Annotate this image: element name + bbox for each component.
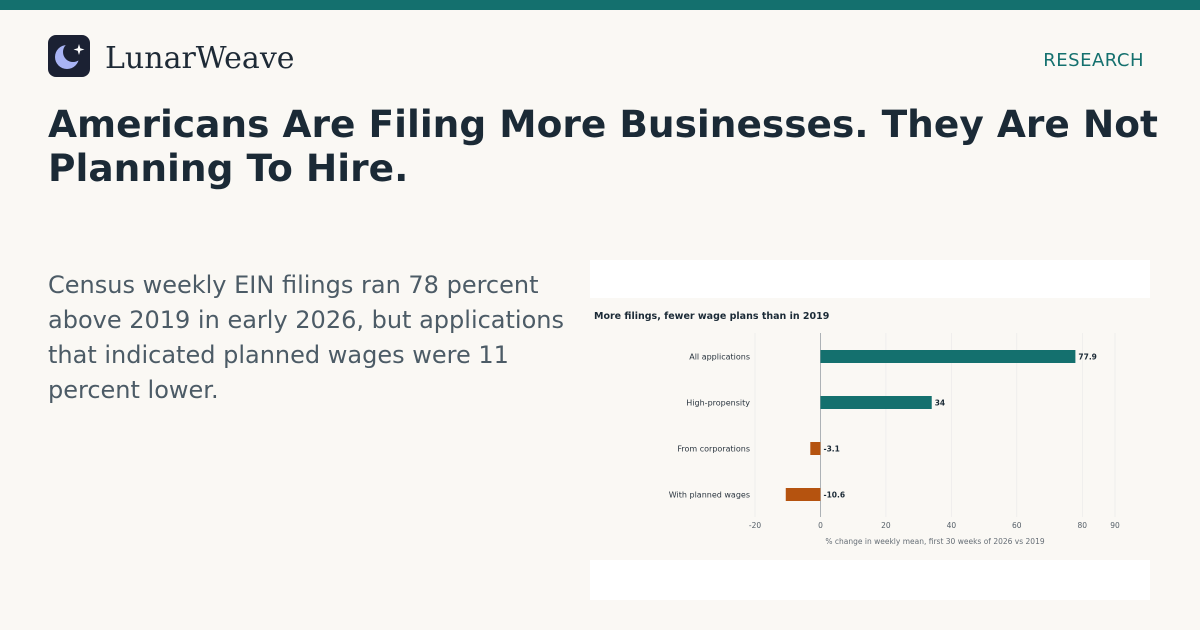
bar [785, 488, 821, 501]
data-label: 77.9 [1078, 353, 1097, 362]
moon-star-icon [55, 42, 85, 69]
category-label: From corporations [677, 445, 750, 454]
x-tick-label: 20 [881, 521, 891, 530]
x-tick-label: 90 [1110, 521, 1120, 530]
x-tick-label: 80 [1077, 521, 1087, 530]
x-axis-title: % change in weekly mean, first 30 weeks … [825, 537, 1044, 546]
x-tick-label: -20 [749, 521, 761, 530]
article-headline: Americans Are Filing More Businesses. Th… [48, 102, 1158, 190]
brand-name[interactable]: LunarWeave [105, 41, 295, 76]
brand-logo[interactable] [48, 35, 90, 77]
chart-top-band [590, 260, 1150, 298]
category-label: With planned wages [669, 491, 750, 500]
chart-bottom-band [590, 560, 1150, 600]
x-tick-label: 60 [1012, 521, 1022, 530]
data-label: 34 [935, 399, 945, 408]
bar [820, 350, 1076, 363]
bar-chart: More filings, fewer wage plans than in 2… [590, 260, 1150, 600]
x-tick-label: 40 [947, 521, 957, 530]
bar [810, 442, 821, 455]
category-label: High-propensity [686, 399, 750, 408]
data-label: -3.1 [823, 445, 839, 454]
data-label: -10.6 [823, 491, 845, 500]
chart-title: More filings, fewer wage plans than in 2… [594, 311, 829, 322]
top-accent-bar [0, 0, 1200, 10]
article-dek: Census weekly EIN filings ran 78 percent… [48, 271, 564, 404]
chart-canvas: More filings, fewer wage plans than in 2… [594, 311, 1120, 546]
bar [820, 396, 932, 409]
section-label[interactable]: RESEARCH [1043, 50, 1144, 71]
x-tick-label: 0 [818, 521, 823, 530]
category-label: All applications [689, 353, 750, 362]
